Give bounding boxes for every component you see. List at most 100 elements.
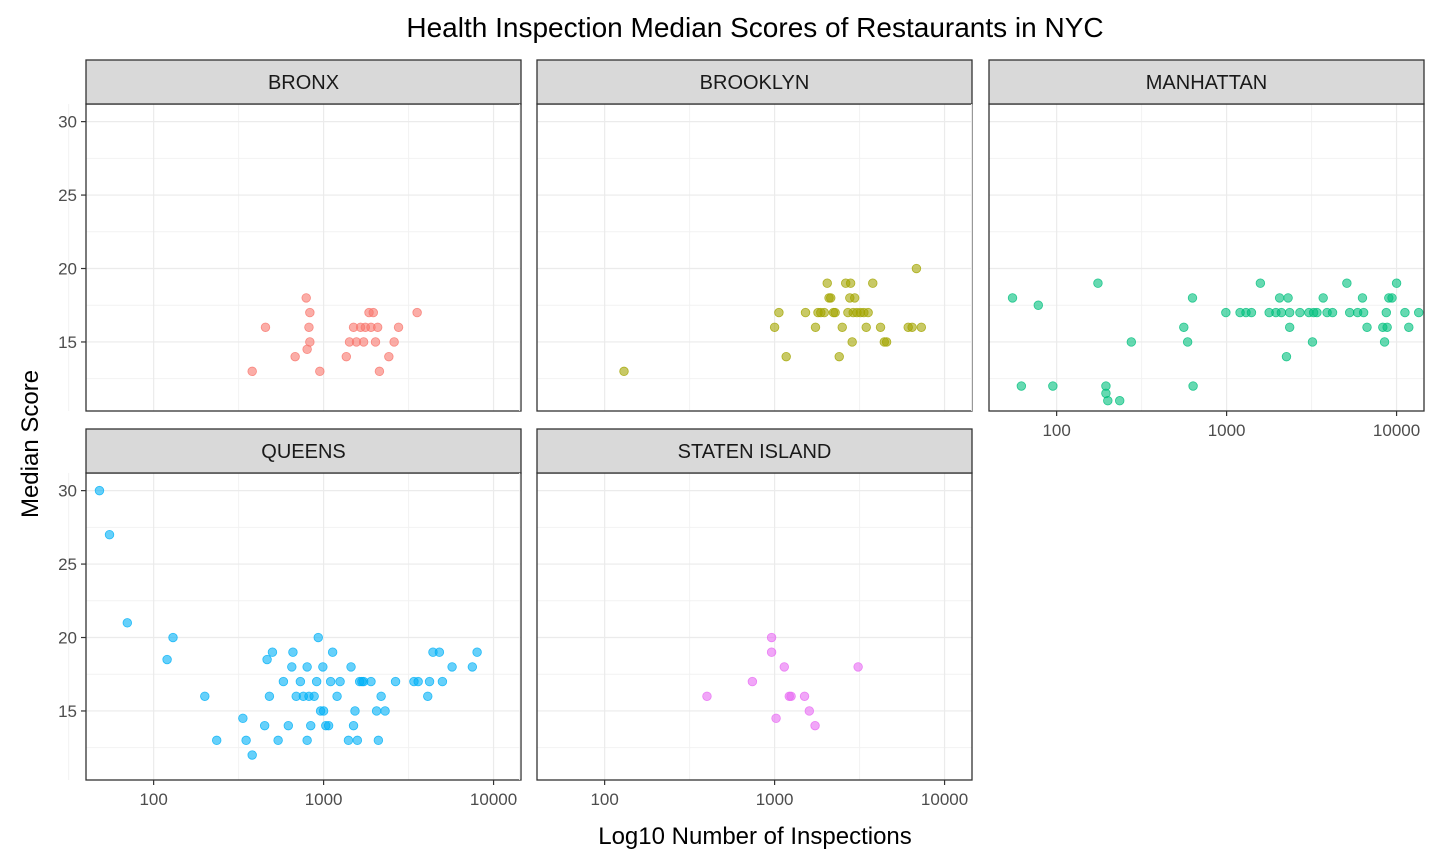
data-point: [1281, 351, 1292, 362]
data-point: [830, 307, 840, 318]
data-point: [318, 706, 329, 716]
data-point: [810, 720, 820, 731]
data-point: [366, 676, 376, 687]
data-point: [346, 662, 356, 672]
data-point: [384, 351, 394, 362]
data-point: [259, 720, 270, 731]
data-point: [1188, 381, 1198, 391]
data-point: [318, 662, 328, 672]
data-point: [845, 278, 856, 288]
x-tick-label: 100: [1042, 421, 1070, 440]
data-point: [305, 337, 315, 347]
data-point: [437, 676, 448, 687]
data-point: [1246, 307, 1257, 318]
data-point: [343, 735, 354, 746]
data-point: [1312, 307, 1322, 318]
data-point: [162, 654, 172, 665]
data-point: [702, 691, 712, 701]
strip-background: [85, 428, 522, 474]
data-point: [1182, 337, 1193, 347]
x-tick-label: 1000: [1208, 421, 1246, 440]
y-tick-label: 15: [58, 702, 77, 721]
data-point: [771, 713, 781, 724]
strip-label: BROOKLYN: [700, 72, 810, 94]
data-point: [1327, 307, 1338, 318]
data-point: [1115, 396, 1125, 406]
data-point: [1033, 300, 1043, 310]
data-point: [1391, 278, 1402, 288]
data-point: [309, 691, 319, 701]
data-point: [863, 307, 873, 318]
data-point: [311, 676, 322, 687]
data-point: [1187, 293, 1198, 303]
x-tick-label: 100: [590, 790, 618, 809]
data-point: [853, 662, 863, 672]
data-point: [325, 676, 336, 687]
data-point: [1179, 322, 1189, 332]
panel-background: [537, 104, 972, 411]
x-tick-label: 100: [139, 790, 167, 809]
data-point: [1362, 322, 1372, 332]
data-point: [911, 263, 922, 274]
data-point: [348, 720, 359, 731]
strip-background: [85, 59, 522, 105]
data-point: [302, 662, 312, 672]
data-point: [323, 720, 334, 731]
panel-background: [86, 473, 521, 780]
data-point: [881, 337, 892, 347]
data-point: [376, 691, 386, 701]
data-point: [290, 351, 300, 362]
data-point: [868, 278, 878, 288]
data-point: [341, 351, 352, 362]
data-point: [380, 706, 390, 716]
data-point: [781, 351, 791, 362]
data-point: [1295, 307, 1305, 318]
x-tick-label: 1000: [305, 790, 343, 809]
data-point: [1400, 307, 1410, 318]
data-point: [267, 647, 278, 657]
data-point: [826, 293, 836, 303]
strip-background: [536, 428, 973, 474]
data-point: [875, 322, 886, 332]
data-point: [304, 322, 314, 332]
y-axis-title: Median Score: [17, 370, 44, 518]
data-point: [1126, 337, 1137, 347]
data-point: [850, 293, 860, 303]
data-point: [1255, 278, 1266, 288]
panel-staten-island: STATEN ISLAND 100 1000 10000: [519, 428, 973, 809]
data-point: [212, 735, 222, 746]
data-point: [372, 322, 383, 332]
data-point: [1379, 337, 1390, 347]
data-point: [747, 676, 758, 687]
facet-panels: BRONX 15 20 25 30 BROOKLYN MANHATTAN 100 1000 100…: [58, 59, 1425, 809]
data-point: [467, 662, 478, 672]
data-point: [1307, 337, 1318, 347]
data-point: [335, 676, 345, 687]
data-point: [287, 662, 297, 672]
data-point: [800, 307, 811, 318]
data-point: [810, 322, 821, 332]
data-point: [371, 706, 382, 716]
strip-label: MANHATTAN: [1146, 72, 1267, 94]
data-point: [774, 307, 784, 318]
panel-background: [989, 104, 1424, 411]
data-point: [769, 322, 780, 332]
data-point: [313, 632, 323, 643]
data-point: [424, 676, 435, 687]
data-point: [1382, 322, 1392, 332]
data-point: [819, 307, 829, 318]
data-point: [264, 691, 275, 701]
data-point: [104, 529, 115, 540]
data-point: [1357, 293, 1368, 303]
data-point: [822, 278, 832, 288]
x-tick-label: 1000: [756, 790, 794, 809]
data-point: [847, 337, 857, 347]
data-point: [122, 618, 133, 628]
data-point: [837, 322, 847, 332]
y-tick-label: 30: [58, 113, 77, 132]
data-point: [238, 713, 248, 724]
data-point: [1274, 293, 1285, 303]
data-point: [1276, 307, 1287, 318]
y-tick-label: 20: [58, 260, 77, 279]
